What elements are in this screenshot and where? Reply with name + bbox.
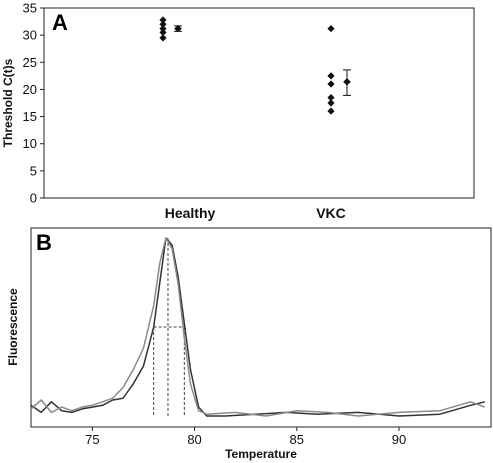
y-tick-label: 0 xyxy=(30,191,37,206)
y-tick-label: 25 xyxy=(23,55,37,70)
y-tick-label: 15 xyxy=(23,109,37,124)
panel-b-annotation xyxy=(153,238,185,416)
x-tick-label: 80 xyxy=(187,432,201,447)
panel-a-categories: Healthy VKC xyxy=(165,205,346,221)
data-point xyxy=(327,107,335,115)
panel-a-y-axis-title: Threshold C(t)s xyxy=(1,58,15,147)
data-point xyxy=(327,99,335,107)
panel-b-x-axis-title: Temperature xyxy=(225,447,297,461)
category-label: Healthy xyxy=(165,205,216,221)
panel-a-plot-frame xyxy=(43,7,475,199)
panel-a-letter: A xyxy=(52,10,68,35)
category-label: VKC xyxy=(316,205,346,221)
y-tick-label: 20 xyxy=(23,82,37,97)
mean-marker xyxy=(343,78,351,86)
curve-light xyxy=(30,237,486,417)
x-tick-label: 90 xyxy=(392,432,406,447)
panel-b-curves xyxy=(30,237,486,417)
data-point xyxy=(159,28,167,37)
x-tick-label: 75 xyxy=(85,432,99,447)
y-tick-label: 30 xyxy=(23,28,37,43)
data-point xyxy=(159,34,167,42)
panel-a: A Threshold C(t)s 0 5 10 15 20 25 30 35 Healthy… xyxy=(1,1,475,221)
y-tick-label: 35 xyxy=(23,1,37,16)
panel-b-plot-frame xyxy=(30,227,492,428)
data-point xyxy=(159,20,167,28)
panel-b-y-axis-title: Fluorescence xyxy=(6,288,20,366)
x-tick-label: 85 xyxy=(290,432,304,447)
data-point xyxy=(327,25,335,33)
data-point xyxy=(327,72,335,80)
panel-b-letter: B xyxy=(36,230,52,255)
panel-b: B Fluorescence Temperature 75 80 85 90 xyxy=(6,227,492,461)
y-tick-label: 10 xyxy=(23,136,37,151)
curve-dark xyxy=(30,237,486,417)
panel-a-points xyxy=(159,16,335,115)
panel-a-y-ticks: 0 5 10 15 20 25 30 35 xyxy=(23,1,44,206)
y-tick-label: 5 xyxy=(30,163,37,178)
panel-b-x-ticks: 75 80 85 90 xyxy=(85,427,406,447)
mean-marker xyxy=(174,24,182,33)
data-point xyxy=(327,93,335,102)
data-point xyxy=(327,80,335,88)
panel-a-summary xyxy=(174,24,351,96)
data-point xyxy=(159,25,167,33)
data-point xyxy=(159,16,167,24)
